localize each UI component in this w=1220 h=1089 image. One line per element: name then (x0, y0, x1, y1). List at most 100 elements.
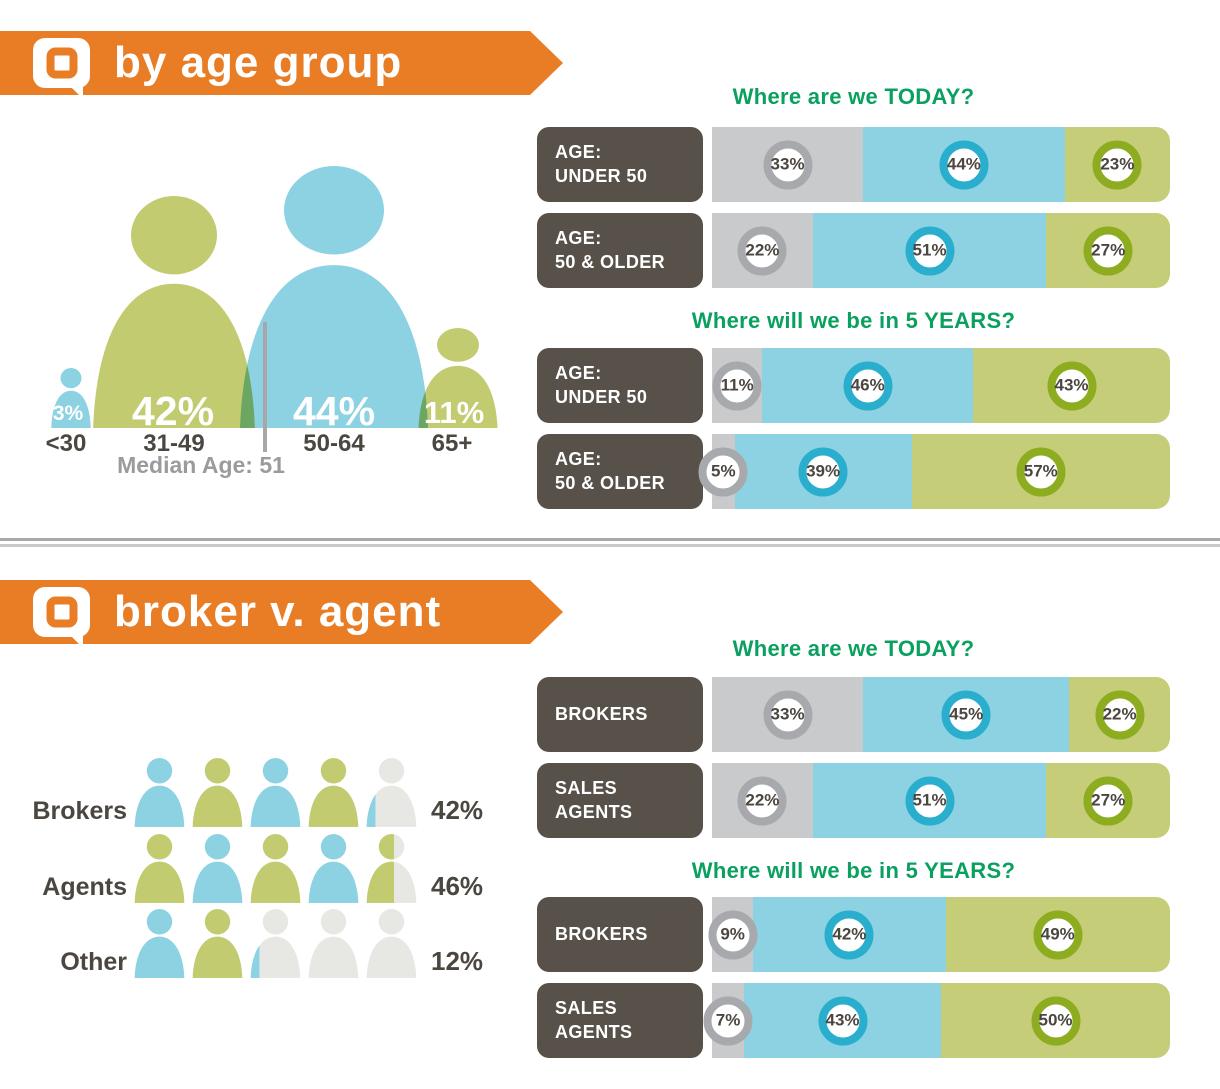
bar-row-label: BROKERS (537, 897, 703, 972)
pictograph-row-value: 12% (431, 946, 484, 976)
section-banner-age: by age group (0, 31, 563, 95)
pictograph-row-other: Other 12% (28, 908, 483, 978)
bar-row-broker-today-salesagents: SALES AGENTS 22% 51% 27% (537, 763, 1170, 838)
stacked-bar: 7% 43% 50% (703, 983, 1170, 1058)
bar-segment-green: 43% (973, 348, 1170, 423)
figure-pct-65plus: 11% (423, 395, 485, 430)
value-badge: 27% (1083, 226, 1133, 275)
value-label: 51% (912, 790, 947, 810)
person-icon (366, 909, 417, 978)
value-badge: 7% (703, 996, 753, 1045)
value-badge: 22% (737, 776, 787, 825)
banner-title: broker v. agent (114, 587, 442, 636)
value-label: 22% (1102, 704, 1137, 724)
person-icon (250, 909, 301, 978)
person-icon (308, 909, 359, 978)
bar-segment-blue: 51% (812, 213, 1047, 288)
pictograph-icons (133, 909, 418, 978)
figure-pct-under30: 3% (52, 402, 84, 425)
bar-row-broker-5years-brokers: BROKERS 9% 42% 49% (537, 897, 1170, 972)
value-badge: 50% (1031, 996, 1080, 1045)
value-badge: 43% (818, 996, 868, 1045)
age-label-50-64: 50-64 (303, 430, 365, 457)
pictograph-row-label: Agents (42, 873, 127, 901)
bar-segment-gray: 22% (712, 213, 813, 288)
value-label: 33% (770, 704, 805, 724)
bar-row-age-today-50older: AGE: 50 & OLDER 22% 51% 27% (537, 213, 1170, 288)
value-label: 43% (825, 1010, 860, 1030)
bar-segment-blue: 45% (863, 677, 1070, 752)
section-banner-broker: broker v. agent (0, 580, 563, 644)
value-label: 44% (946, 154, 981, 174)
value-badge: 43% (1047, 361, 1097, 410)
person-figure-31-49 (93, 196, 255, 428)
person-icon (134, 758, 185, 827)
person-icon (366, 758, 417, 827)
value-badge: 27% (1083, 776, 1133, 825)
figure-pct-31-49: 42% (131, 388, 215, 434)
stacked-bar: 22% 51% 27% (712, 213, 1170, 288)
bar-label-line2: AGENTS (555, 1021, 633, 1042)
value-label: 7% (715, 1010, 741, 1030)
value-label: 42% (832, 924, 867, 944)
bar-label-line1: AGE: (555, 142, 602, 163)
value-badge: 9% (708, 910, 758, 959)
bar-segment-green: 27% (1046, 763, 1170, 838)
bar-segment-blue: 42% (753, 897, 946, 972)
stacked-bar: 11% 46% 43% (712, 348, 1170, 423)
bar-label-line1: BROKERS (555, 923, 648, 944)
age-label-65plus: 65+ (431, 430, 473, 457)
quote-bubble-logo-icon (33, 587, 90, 644)
bar-row-broker-5years-salesagents: SALES AGENTS 7% 43% 50% (537, 983, 1170, 1058)
bar-segment-blue: 51% (812, 763, 1047, 838)
stacked-bar: 33% 45% 22% (712, 677, 1170, 752)
person-icon (192, 758, 243, 827)
section-divider (0, 538, 1220, 547)
pictograph-row-label: Other (60, 948, 127, 976)
chart-title-broker-today: Where are we TODAY? (732, 636, 975, 661)
value-label: 22% (745, 790, 780, 810)
bar-segment-blue: 43% (744, 983, 941, 1058)
bar-segment-gray: 33% (712, 127, 864, 202)
chart-title-broker-5years: Where will we be in 5 YEARS? (691, 858, 1016, 883)
value-label: 27% (1091, 240, 1126, 260)
bar-label-line2: 50 & OLDER (555, 472, 666, 493)
person-icon (250, 834, 301, 903)
value-label: 46% (850, 375, 885, 395)
bar-row-label: AGE: 50 & OLDER (537, 434, 703, 509)
person-figure-under30 (51, 368, 91, 428)
bar-label-line1: AGE: (555, 228, 602, 249)
person-icon (308, 834, 359, 903)
pictograph-row-value: 46% (431, 871, 484, 901)
value-label: 39% (806, 461, 841, 481)
pictograph-row-value: 42% (431, 795, 484, 825)
value-badge: 57% (1016, 447, 1066, 496)
pictograph-row-agents: Agents 46% (28, 833, 483, 903)
logo-ring (46, 47, 77, 79)
stacked-bar: 22% 51% 27% (712, 763, 1170, 838)
bar-label-line1: AGE: (555, 363, 602, 384)
age-label-31-49: 31-49 (143, 430, 205, 457)
value-badge: 11% (712, 361, 762, 410)
bar-label-line2: UNDER 50 (555, 386, 648, 407)
chart-title-age-5years: Where will we be in 5 YEARS? (691, 308, 1016, 333)
bar-label-line1: SALES (555, 998, 618, 1019)
value-label: 22% (745, 240, 780, 260)
bar-segment-green: 50% (941, 983, 1170, 1058)
bar-row-age-5years-under50: AGE: UNDER 50 11% 46% 43% (537, 348, 1170, 423)
median-age-note: Median Age: 51 (117, 452, 285, 478)
value-label: 11% (720, 375, 754, 395)
value-badge: 42% (824, 910, 874, 959)
value-badge: 51% (905, 776, 955, 825)
bar-segment-blue: 46% (762, 348, 974, 423)
bar-segment-gray: 5% (698, 434, 748, 509)
bar-row-label: AGE: 50 & OLDER (537, 213, 703, 288)
bar-row-label: SALES AGENTS (537, 983, 703, 1058)
chart-title-age-today: Where are we TODAY? (732, 84, 975, 109)
pictograph-icons (133, 834, 418, 903)
value-label: 43% (1054, 375, 1089, 395)
bar-segment-blue: 39% (734, 434, 912, 509)
bar-segment-blue: 44% (863, 127, 1065, 202)
bar-segment-green: 57% (911, 434, 1170, 509)
